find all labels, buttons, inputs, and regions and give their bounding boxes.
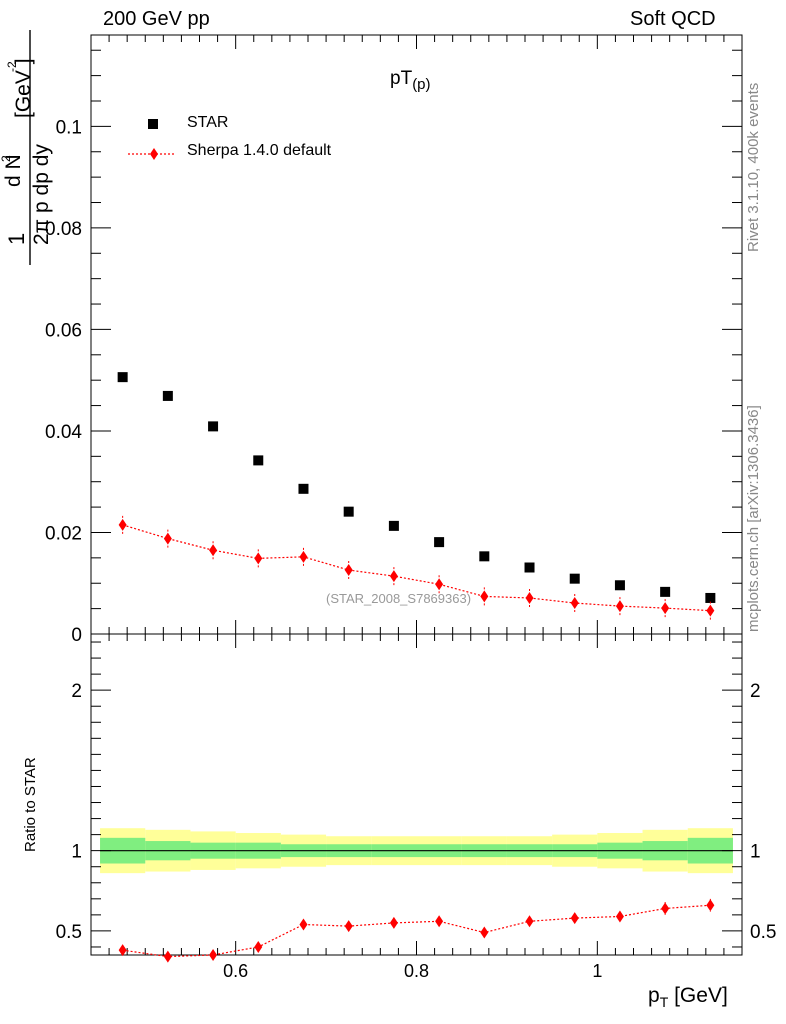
sherpa-data-point xyxy=(661,602,670,615)
ratio-plot-frame: 0.6 0.8 1 0.5 0.5 1 1 2 2 xyxy=(56,633,776,981)
svg-text:1: 1 xyxy=(4,233,29,245)
main-y-axis-label: 1 2π p dp dy d N 2 [GeV ] -2 xyxy=(0,30,53,265)
x-tick-label: 0.6 xyxy=(223,961,248,981)
sherpa-line xyxy=(122,524,711,612)
y-tick-label: 0.06 xyxy=(45,320,82,341)
star-data-point xyxy=(705,592,716,603)
ratio-y-tick-label-right: 1 xyxy=(750,842,761,863)
sherpa-data-point xyxy=(344,564,353,577)
legend-label-star: STAR xyxy=(187,114,229,131)
main-plot-frame: 0 0.02 0.04 0.06 0.08 0.1 xyxy=(45,34,743,646)
star-data-point xyxy=(434,537,445,548)
y-tick-label: 0 xyxy=(71,625,82,646)
x-tick-label: 0.8 xyxy=(404,961,429,981)
ratio-data-point xyxy=(299,918,308,931)
sherpa-data-point xyxy=(389,570,398,583)
sherpa-data-point xyxy=(299,550,308,563)
star-data-point xyxy=(208,421,219,432)
ratio-data-point xyxy=(435,915,444,928)
diamond-marker-icon xyxy=(128,148,174,160)
svg-text:-2: -2 xyxy=(5,61,19,72)
y-tick-label: 0.02 xyxy=(45,523,82,544)
ratio-data-point xyxy=(118,944,127,957)
sherpa-data-point xyxy=(480,590,489,603)
ratio-data-point xyxy=(661,902,670,915)
svg-text:2π p dp dy: 2π p dp dy xyxy=(30,144,53,245)
y-tick-label: 0.1 xyxy=(56,117,82,138)
y-tick-label: 0.04 xyxy=(45,422,82,443)
sherpa-data-point xyxy=(435,578,444,591)
analysis-id-label: (STAR_2008_S7869363) xyxy=(326,591,472,606)
legend-label-sherpa: Sherpa 1.4.0 default xyxy=(187,142,332,159)
ratio-data-point xyxy=(209,949,218,961)
svg-text:2: 2 xyxy=(0,155,13,162)
sherpa-data-point xyxy=(254,552,263,565)
ratio-data-point xyxy=(570,912,579,925)
ratio-y-tick-label: 2 xyxy=(71,681,82,702)
x-tick-label: 1 xyxy=(592,961,602,981)
star-data-point xyxy=(253,455,264,466)
ratio-data-point xyxy=(389,916,398,929)
x-axis-label: pT [GeV] xyxy=(648,984,728,1011)
star-data-point xyxy=(388,520,399,531)
sherpa-data-point xyxy=(525,591,534,604)
ratio-frame xyxy=(90,633,743,956)
energy-label: 200 GeV pp xyxy=(103,8,210,30)
ratio-y-tick-label-right: 0.5 xyxy=(750,922,776,943)
square-marker-icon xyxy=(148,119,158,129)
star-data-point xyxy=(479,551,490,562)
svg-text:[GeV ]: [GeV ] xyxy=(12,58,35,118)
ratio-y-tick-label-right: 2 xyxy=(750,681,761,702)
ratio-y-tick-label: 0.5 xyxy=(56,922,82,943)
star-data-point xyxy=(614,580,625,591)
star-data-point xyxy=(162,390,173,401)
ratio-data-point xyxy=(254,940,263,953)
ratio-data-point xyxy=(344,920,353,933)
star-data-point xyxy=(117,372,128,383)
star-data-point xyxy=(298,483,309,494)
y-tick-label: 0.08 xyxy=(45,219,82,240)
plot-title: pT(p) xyxy=(390,68,431,93)
svg-text:d N: d N xyxy=(2,154,25,187)
star-data-point xyxy=(343,506,354,517)
ratio-y-tick-label: 1 xyxy=(71,842,82,863)
ratio-data-point xyxy=(163,950,172,963)
category-label: Soft QCD xyxy=(630,8,716,30)
sherpa-data-point xyxy=(570,597,579,610)
star-data-point xyxy=(569,573,580,584)
sherpa-data-point xyxy=(615,600,624,613)
star-data-point xyxy=(524,562,535,573)
main-series xyxy=(117,372,716,620)
sherpa-data-point xyxy=(706,604,715,617)
sherpa-data-point xyxy=(163,532,172,545)
ratio-data-point xyxy=(525,915,534,928)
ratio-bands xyxy=(100,828,733,874)
sherpa-data-point xyxy=(209,544,218,557)
ratio-line xyxy=(122,904,711,958)
ratio-data-point xyxy=(615,910,624,923)
star-data-point xyxy=(660,586,671,597)
ratio-data-point xyxy=(480,926,489,939)
ratio-data-point xyxy=(706,899,715,912)
ratio-series xyxy=(118,898,715,963)
sherpa-data-point xyxy=(118,518,127,531)
